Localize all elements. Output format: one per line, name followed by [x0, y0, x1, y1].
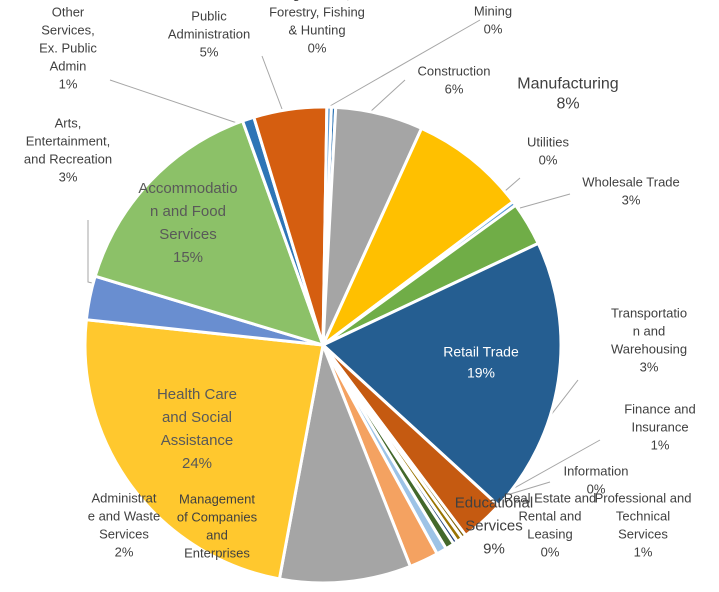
pie-slices: [83, 105, 563, 585]
data-label-information: Information 0%: [563, 464, 628, 497]
leader-line-other-services-ex-public-admin: [109, 79, 241, 125]
data-label-accommodation-and-food-services: Accommodatio n and Food Services 15%: [138, 180, 237, 266]
data-label-arts-entertainment-and-recreation: Arts, Entertainment, and Recreation 3%: [24, 116, 112, 185]
data-label-health-care-and-social-assistance: Health Care and Social Assistance 24%: [157, 386, 237, 472]
data-label-retail-trade: Retail Trade 19%: [443, 343, 519, 380]
leader-line-public-administration: [261, 55, 283, 110]
leader-line-finance-and-insurance: [499, 439, 601, 497]
data-label-other-services-ex-public-admin: Other Services, Ex. Public Admin 1%: [39, 5, 97, 92]
data-label-public-administration: Public Administration 5%: [168, 9, 250, 60]
data-label-real-estate-and-rental-and-leasing: Real Estate and Rental and Leasing 0%: [504, 491, 597, 560]
data-label-wholesale-trade: Wholesale Trade 3%: [582, 175, 680, 208]
data-label-mining: Mining 0%: [474, 4, 512, 37]
data-label-utilities: Utilities 0%: [527, 135, 569, 168]
data-label-manufacturing: Manufacturing 8%: [517, 76, 618, 113]
leader-line-wholesale-trade: [519, 193, 571, 209]
data-label-transportation-and-warehousing: Transportatio n and Warehousing 3%: [611, 306, 687, 375]
pie-slice-agriculture-forestry-fishing-hunting: [321, 105, 333, 346]
leader-line-construction: [369, 79, 406, 113]
leader-line-mining: [329, 19, 481, 107]
data-label-construction: Construction 6%: [418, 64, 491, 97]
data-label-educational-services: Educational Services 9%: [455, 494, 533, 557]
pie-slice-health-care-and-social-assistance: [83, 318, 325, 581]
pie-slice-accommodation-and-food-services: [93, 119, 326, 348]
data-label-administrative-and-waste-services: Administrat e and Waste Services 2%: [88, 491, 161, 560]
data-label-professional-and-technical-services: Professional and Technical Services 1%: [595, 491, 692, 560]
data-label-finance-and-insurance: Finance and Insurance 1%: [624, 402, 696, 453]
data-label-management-of-companies-and-enterprises: Management of Companies and Enterprises: [177, 492, 258, 561]
pie-slice-manufacturing: [321, 126, 516, 347]
pie-slice-retail-trade: [320, 241, 563, 508]
data-labels: Mining 0% Construction 6% Manufacturing 8% Uti…: [24, 0, 696, 561]
